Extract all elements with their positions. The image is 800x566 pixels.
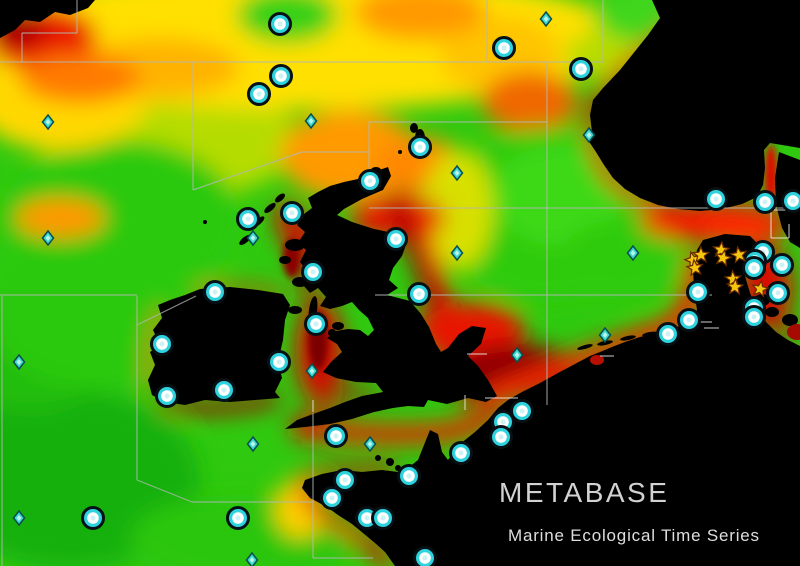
station-circle-marker[interactable]	[677, 308, 701, 332]
station-circle-marker[interactable]	[269, 64, 293, 88]
station-diamond-marker[interactable]	[363, 435, 377, 453]
station-circle-marker[interactable]	[371, 506, 395, 530]
station-diamond-marker[interactable]	[450, 244, 464, 262]
land-ireland	[148, 287, 290, 405]
station-circle-marker[interactable]	[753, 190, 777, 214]
station-circle-marker[interactable]	[301, 260, 325, 284]
station-star-marker[interactable]	[751, 279, 770, 298]
station-circle-marker[interactable]	[510, 399, 534, 423]
station-circle-marker[interactable]	[247, 82, 271, 106]
station-star-marker[interactable]	[711, 240, 731, 259]
station-circle-marker[interactable]	[686, 280, 710, 304]
grid-line	[136, 295, 197, 326]
station-diamond-marker[interactable]	[245, 551, 259, 566]
station-diamond-marker[interactable]	[598, 326, 612, 344]
station-circle-marker[interactable]	[742, 256, 766, 280]
station-diamond-marker[interactable]	[41, 229, 55, 247]
station-circle-marker[interactable]	[449, 441, 473, 465]
station-circle-marker[interactable]	[236, 207, 260, 231]
station-circle-marker[interactable]	[320, 486, 344, 510]
station-circle-marker[interactable]	[766, 281, 790, 305]
grid-line	[136, 479, 193, 503]
station-circle-marker[interactable]	[155, 384, 179, 408]
station-circle-marker[interactable]	[770, 253, 794, 277]
station-circle-marker[interactable]	[781, 189, 800, 213]
station-star-marker[interactable]	[725, 277, 745, 296]
station-circle-marker[interactable]	[358, 169, 382, 193]
station-circle-marker[interactable]	[384, 227, 408, 251]
station-star-marker[interactable]	[685, 258, 704, 277]
station-markers-layer	[12, 10, 800, 566]
station-circle-marker[interactable]	[413, 546, 437, 566]
station-circle-marker[interactable]	[304, 312, 328, 336]
station-circle-marker[interactable]	[267, 350, 291, 374]
station-star-marker[interactable]	[691, 245, 711, 264]
land-great-britain	[285, 167, 497, 429]
station-circle-marker[interactable]	[81, 506, 105, 530]
land-iceland-corner	[0, 0, 95, 38]
land-continent	[302, 234, 800, 566]
station-star-marker[interactable]	[729, 245, 748, 264]
station-diamond-marker[interactable]	[41, 113, 55, 131]
station-circle-marker[interactable]	[333, 468, 357, 492]
station-circle-marker[interactable]	[408, 135, 432, 159]
station-diamond-marker[interactable]	[539, 10, 553, 28]
station-diamond-marker[interactable]	[626, 244, 640, 262]
station-diamond-marker[interactable]	[305, 362, 319, 380]
station-circle-marker[interactable]	[280, 201, 304, 225]
station-star-marker[interactable]	[714, 248, 733, 268]
station-circle-marker[interactable]	[226, 506, 250, 530]
station-circle-marker[interactable]	[150, 332, 174, 356]
station-circle-marker[interactable]	[212, 378, 236, 402]
station-circle-marker[interactable]	[569, 57, 593, 81]
station-diamond-marker[interactable]	[450, 164, 464, 182]
station-diamond-marker[interactable]	[510, 346, 524, 364]
station-diamond-marker[interactable]	[12, 509, 26, 527]
station-diamond-marker[interactable]	[12, 353, 26, 371]
station-circle-marker[interactable]	[268, 12, 292, 36]
station-circle-marker[interactable]	[704, 187, 728, 211]
land-norway	[588, 0, 800, 211]
station-circle-marker[interactable]	[742, 305, 766, 329]
station-circle-marker[interactable]	[656, 322, 680, 346]
station-diamond-marker[interactable]	[246, 435, 260, 453]
station-circle-marker[interactable]	[407, 282, 431, 306]
station-circle-marker[interactable]	[324, 424, 348, 448]
station-circle-marker[interactable]	[397, 464, 421, 488]
station-diamond-marker[interactable]	[246, 229, 260, 247]
station-circle-marker[interactable]	[492, 36, 516, 60]
station-circle-marker[interactable]	[203, 280, 227, 304]
station-circle-marker[interactable]	[489, 425, 513, 449]
station-diamond-marker[interactable]	[582, 126, 596, 144]
station-diamond-marker[interactable]	[304, 112, 318, 130]
grid-line	[192, 151, 303, 191]
